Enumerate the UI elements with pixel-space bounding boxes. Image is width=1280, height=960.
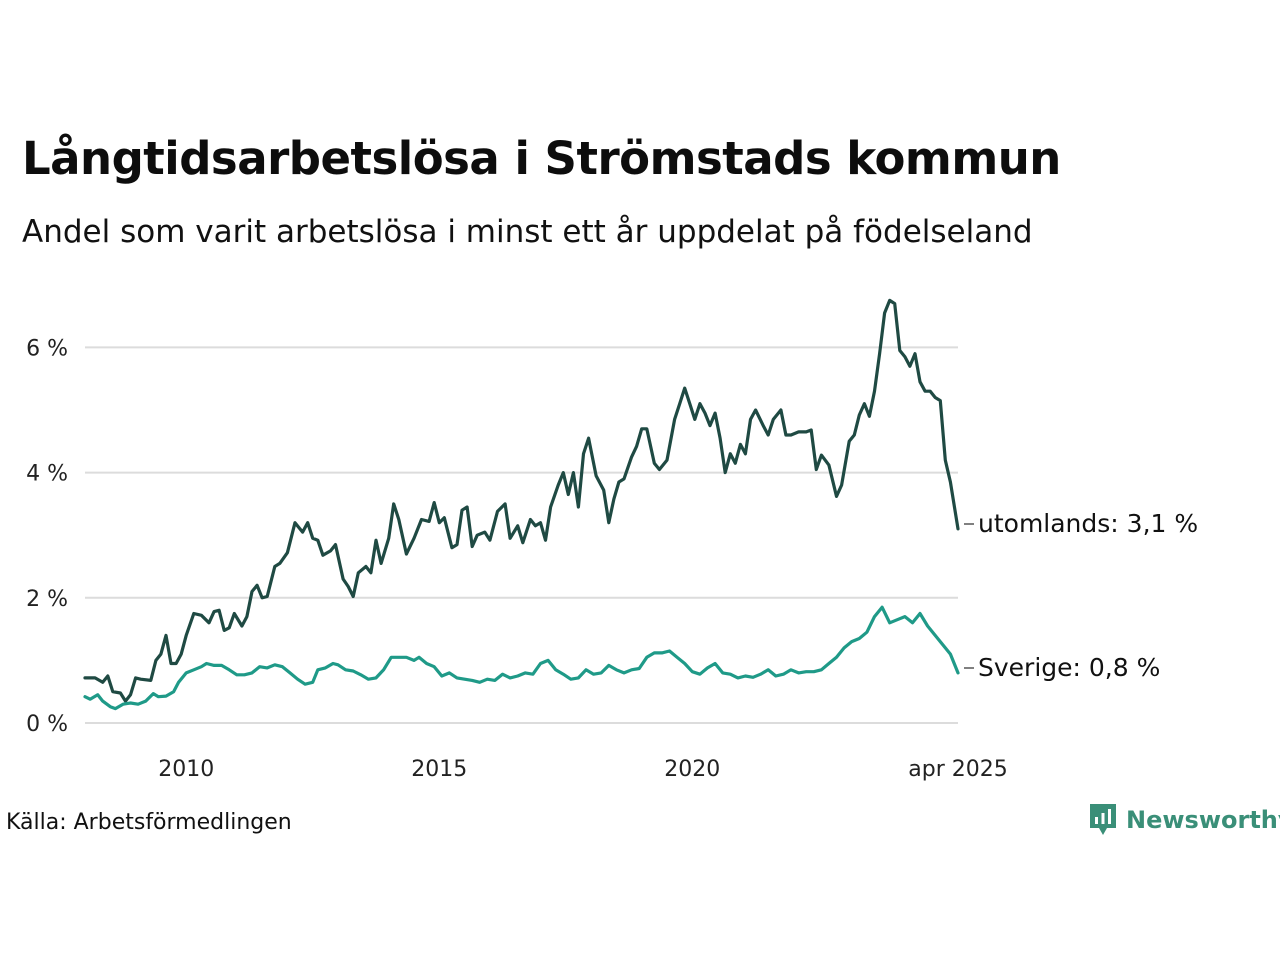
end-labels: utomlands: 3,1 % Sverige: 0,8 %	[964, 509, 1198, 682]
series-line-utomlands	[83, 298, 960, 703]
y-axis-ticks: 0 % 2 % 4 % 6 %	[26, 336, 68, 737]
end-label-utomlands: utomlands: 3,1 %	[978, 509, 1198, 538]
gridlines	[85, 346, 958, 724]
newsworthy-logo-icon	[1090, 804, 1116, 835]
end-label-Sverige: Sverige: 0,8 %	[978, 653, 1160, 682]
x-axis-ticks: 2010 2015 2020 apr 2025	[158, 757, 1008, 782]
chart-title: Långtidsarbetslösa i Strömstads kommun	[22, 132, 1061, 185]
chart-subtitle: Andel som varit arbetslösa i minst ett å…	[22, 214, 1033, 250]
series-line-Sverige	[83, 605, 960, 711]
source-note: Källa: Arbetsförmedlingen	[6, 810, 292, 835]
x-tick-label: 2020	[664, 757, 720, 782]
series-lines	[83, 298, 960, 711]
x-tick-label: apr 2025	[908, 757, 1007, 782]
y-tick-label: 2 %	[26, 587, 68, 612]
y-tick-label: 4 %	[26, 462, 68, 487]
brand-name: Newsworthy	[1126, 806, 1280, 834]
y-tick-label: 6 %	[26, 336, 68, 361]
y-tick-label: 0 %	[26, 712, 68, 737]
x-tick-label: 2015	[411, 757, 467, 782]
x-tick-label: 2010	[158, 757, 214, 782]
brand-logo: Newsworthy	[1088, 802, 1280, 838]
